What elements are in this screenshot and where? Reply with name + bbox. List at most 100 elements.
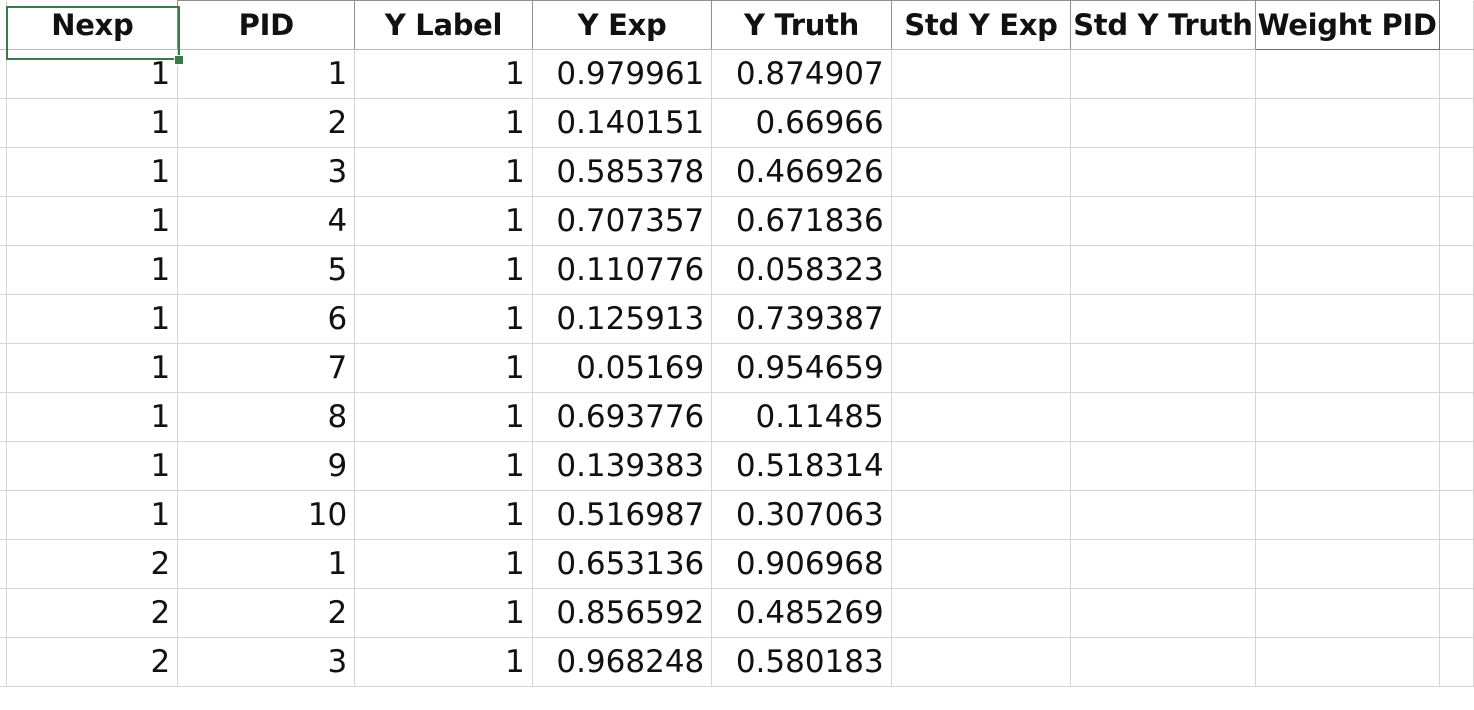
empty-cell[interactable] xyxy=(1439,490,1474,540)
table-cell[interactable] xyxy=(1255,49,1440,99)
table-cell[interactable]: 0.307063 xyxy=(711,490,892,540)
table-cell[interactable] xyxy=(1255,98,1440,148)
table-cell[interactable]: 1 xyxy=(354,490,533,540)
table-cell[interactable] xyxy=(1255,588,1440,638)
table-cell[interactable]: 1 xyxy=(6,294,179,344)
table-cell[interactable]: 0.739387 xyxy=(711,294,892,344)
table-cell[interactable] xyxy=(1070,343,1256,393)
table-cell[interactable]: 1 xyxy=(354,343,533,393)
table-cell[interactable]: 1 xyxy=(354,441,533,491)
table-cell[interactable] xyxy=(891,588,1072,638)
table-cell[interactable]: 0.139383 xyxy=(532,441,713,491)
table-cell[interactable] xyxy=(1070,392,1256,442)
table-cell[interactable] xyxy=(1255,343,1440,393)
table-cell[interactable]: 1 xyxy=(6,196,179,246)
table-cell[interactable]: 9 xyxy=(177,441,356,491)
table-cell[interactable] xyxy=(1255,147,1440,197)
table-cell[interactable] xyxy=(1255,539,1440,589)
empty-cell[interactable] xyxy=(1439,196,1474,246)
column-header-cell[interactable]: Y Exp xyxy=(532,0,713,50)
empty-cell[interactable] xyxy=(1439,441,1474,491)
table-cell[interactable]: 2 xyxy=(177,98,356,148)
table-cell[interactable]: 0.671836 xyxy=(711,196,892,246)
table-cell[interactable] xyxy=(891,147,1072,197)
table-cell[interactable] xyxy=(891,637,1072,687)
table-cell[interactable]: 1 xyxy=(6,392,179,442)
table-cell[interactable]: 0.518314 xyxy=(711,441,892,491)
table-cell[interactable] xyxy=(891,98,1072,148)
table-cell[interactable] xyxy=(1255,441,1440,491)
empty-cell[interactable] xyxy=(1439,98,1474,148)
table-cell[interactable]: 1 xyxy=(354,539,533,589)
table-cell[interactable]: 0.140151 xyxy=(532,98,713,148)
table-cell[interactable]: 0.580183 xyxy=(711,637,892,687)
table-cell[interactable] xyxy=(1255,490,1440,540)
table-cell[interactable]: 0.05169 xyxy=(532,343,713,393)
column-header-cell[interactable]: Y Truth xyxy=(711,0,892,50)
table-cell[interactable] xyxy=(1070,49,1256,99)
table-cell[interactable] xyxy=(1255,294,1440,344)
table-cell[interactable]: 1 xyxy=(6,98,179,148)
table-cell[interactable] xyxy=(1070,245,1256,295)
table-cell[interactable]: 4 xyxy=(177,196,356,246)
empty-cell[interactable] xyxy=(1439,147,1474,197)
table-cell[interactable]: 2 xyxy=(6,637,179,687)
table-cell[interactable] xyxy=(891,245,1072,295)
table-cell[interactable] xyxy=(891,343,1072,393)
table-cell[interactable] xyxy=(1070,588,1256,638)
table-cell[interactable]: 1 xyxy=(354,637,533,687)
table-cell[interactable] xyxy=(891,196,1072,246)
table-cell[interactable] xyxy=(1070,441,1256,491)
table-cell[interactable]: 1 xyxy=(354,196,533,246)
table-cell[interactable] xyxy=(891,441,1072,491)
table-cell[interactable]: 1 xyxy=(354,245,533,295)
table-cell[interactable]: 1 xyxy=(354,147,533,197)
table-cell[interactable] xyxy=(1255,392,1440,442)
table-cell[interactable]: 0.110776 xyxy=(532,245,713,295)
column-header-cell[interactable]: Nexp xyxy=(6,0,179,50)
table-cell[interactable] xyxy=(891,294,1072,344)
table-cell[interactable]: 0.585378 xyxy=(532,147,713,197)
table-cell[interactable] xyxy=(1070,539,1256,589)
empty-cell[interactable] xyxy=(1439,49,1474,99)
table-cell[interactable]: 7 xyxy=(177,343,356,393)
table-cell[interactable]: 1 xyxy=(354,294,533,344)
table-cell[interactable]: 1 xyxy=(354,49,533,99)
table-cell[interactable]: 1 xyxy=(354,98,533,148)
column-header-cell[interactable]: PID xyxy=(177,0,356,50)
table-cell[interactable]: 0.968248 xyxy=(532,637,713,687)
table-cell[interactable]: 0.11485 xyxy=(711,392,892,442)
table-cell[interactable]: 1 xyxy=(6,490,179,540)
table-cell[interactable]: 2 xyxy=(6,588,179,638)
table-cell[interactable]: 0.979961 xyxy=(532,49,713,99)
empty-cell[interactable] xyxy=(1439,343,1474,393)
table-cell[interactable]: 3 xyxy=(177,147,356,197)
table-cell[interactable]: 2 xyxy=(177,588,356,638)
table-cell[interactable] xyxy=(1070,196,1256,246)
empty-cell[interactable] xyxy=(1439,0,1474,50)
table-cell[interactable]: 1 xyxy=(177,539,356,589)
table-cell[interactable]: 0.058323 xyxy=(711,245,892,295)
table-cell[interactable]: 1 xyxy=(177,49,356,99)
table-cell[interactable]: 1 xyxy=(354,392,533,442)
column-header-cell[interactable]: Std Y Truth xyxy=(1070,0,1256,50)
table-cell[interactable] xyxy=(891,539,1072,589)
empty-cell[interactable] xyxy=(1439,637,1474,687)
table-cell[interactable]: 1 xyxy=(6,343,179,393)
table-cell[interactable]: 3 xyxy=(177,637,356,687)
table-cell[interactable]: 1 xyxy=(6,441,179,491)
table-cell[interactable]: 0.856592 xyxy=(532,588,713,638)
empty-cell[interactable] xyxy=(1439,392,1474,442)
table-cell[interactable]: 0.693776 xyxy=(532,392,713,442)
table-cell[interactable] xyxy=(891,490,1072,540)
table-cell[interactable] xyxy=(1255,637,1440,687)
table-cell[interactable]: 1 xyxy=(354,588,533,638)
table-cell[interactable]: 0.66966 xyxy=(711,98,892,148)
empty-cell[interactable] xyxy=(1439,588,1474,638)
table-cell[interactable] xyxy=(1070,294,1256,344)
table-cell[interactable]: 0.466926 xyxy=(711,147,892,197)
table-cell[interactable]: 2 xyxy=(6,539,179,589)
table-cell[interactable]: 0.874907 xyxy=(711,49,892,99)
column-header-cell[interactable]: Weight PID xyxy=(1255,0,1440,50)
